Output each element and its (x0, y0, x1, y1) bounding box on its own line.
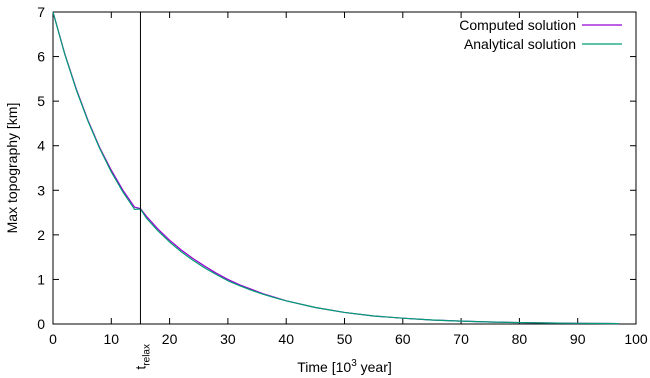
x-tick-label: 30 (220, 331, 236, 347)
x-tick-label: 70 (453, 331, 469, 347)
y-axis-title: Max topography [km] (4, 103, 20, 234)
x-tick-label: 60 (395, 331, 411, 347)
x-axis-title-superscript: 3 (351, 358, 357, 369)
y-tick-labels: 0 1 2 3 4 5 6 7 (37, 4, 45, 332)
y-tick-label: 4 (37, 138, 45, 154)
y-tick-label: 1 (37, 271, 45, 287)
t-relax-label: trelax (132, 344, 152, 370)
x-tick-label: 0 (49, 331, 57, 347)
x-axis-title-prefix: Time [10 (297, 359, 351, 375)
series-lines (52, 11, 619, 325)
y-tick-label: 2 (37, 227, 45, 243)
x-tick-label: 80 (512, 331, 528, 347)
x-tick-label: 100 (624, 331, 648, 347)
y-tick-label: 6 (37, 49, 45, 65)
computed-solution-line (52, 11, 619, 325)
x-tick-label: 20 (162, 331, 178, 347)
y-tick-label: 3 (37, 182, 45, 198)
t-relax-label-base: t (132, 366, 148, 370)
x-tick-label: 10 (104, 331, 120, 347)
legend: Computed solution Analytical solution (459, 17, 622, 52)
y-tick-label: 0 (37, 316, 45, 332)
t-relax-label-subscript: relax (141, 344, 152, 366)
legend-label-analytical: Analytical solution (464, 36, 576, 52)
annotation-layer: trelax (132, 12, 152, 370)
y-tick-label: 5 (37, 93, 45, 109)
x-tick-labels: 0 10 20 30 40 50 60 70 80 90 100 (49, 331, 648, 347)
x-tick-label: 90 (570, 331, 586, 347)
x-axis-title: Time [103 year] (297, 358, 392, 375)
x-tick-label: 40 (278, 331, 294, 347)
legend-label-computed: Computed solution (459, 17, 576, 33)
x-tick-label: 50 (337, 331, 353, 347)
analytical-solution-line (52, 11, 619, 325)
x-axis-title-suffix: year] (357, 359, 392, 375)
y-tick-label: 7 (37, 4, 45, 20)
